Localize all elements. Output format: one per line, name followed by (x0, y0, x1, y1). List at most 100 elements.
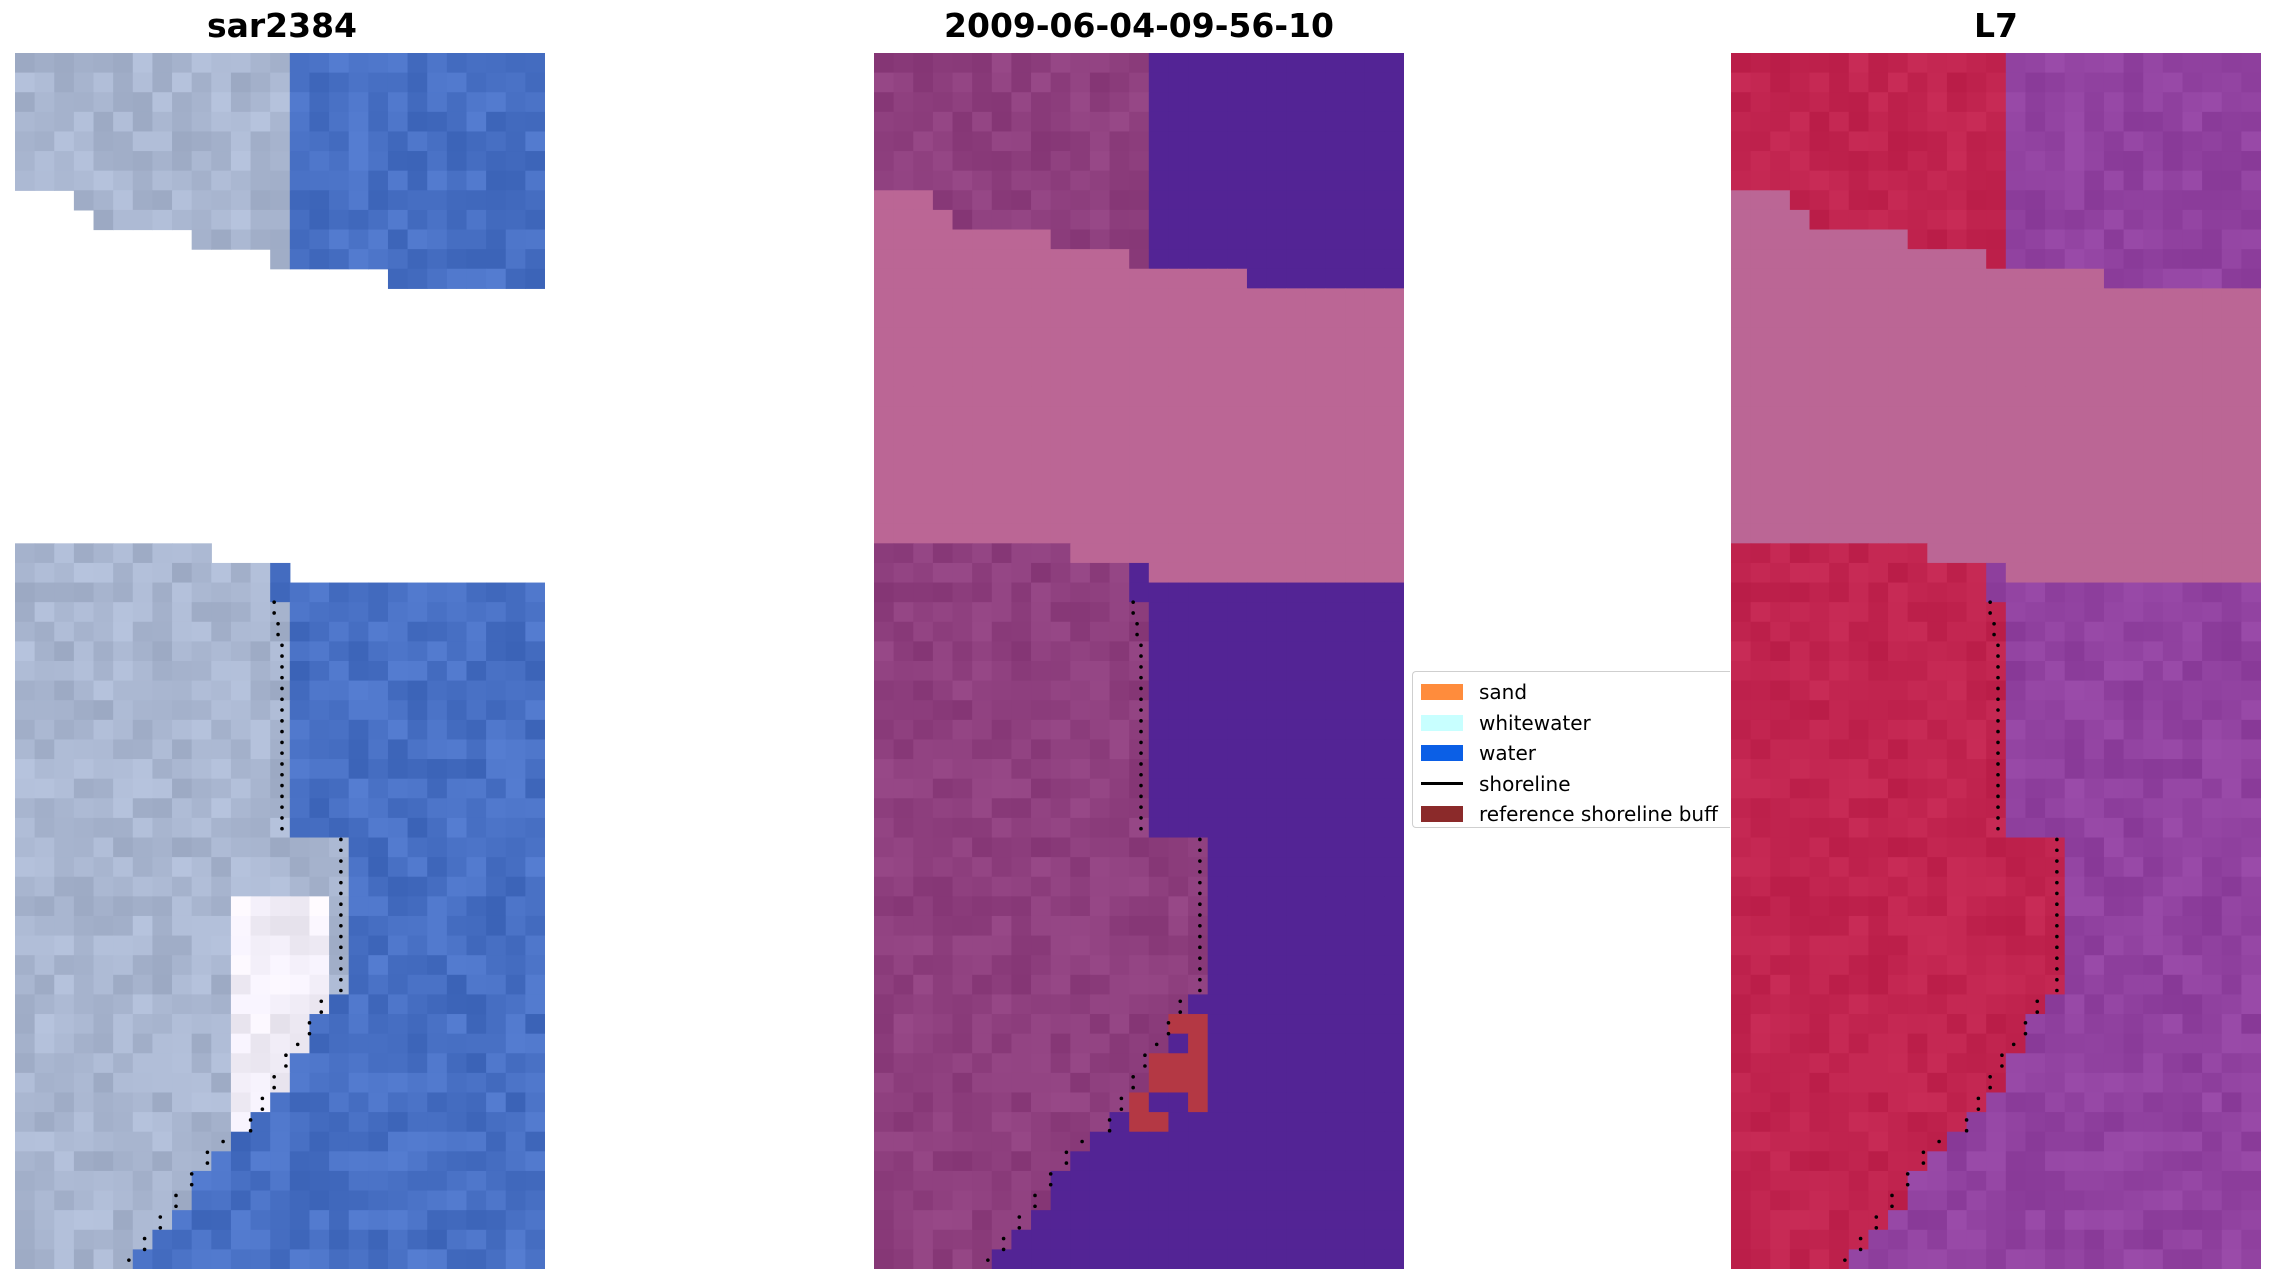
image-pixel (913, 680, 934, 701)
image-pixel (1946, 1092, 1968, 1113)
image-pixel (1168, 621, 1189, 642)
image-pixel (1148, 1170, 1170, 1192)
image-pixel (1188, 327, 1209, 348)
image-pixel (1207, 661, 1228, 682)
image-pixel (191, 151, 212, 172)
image-pixel (2123, 680, 2144, 701)
image-pixel (1266, 778, 1287, 799)
image-pixel (1907, 896, 1928, 917)
image-pixel (1227, 92, 1248, 113)
image-pixel (972, 229, 993, 250)
image-pixel (73, 53, 95, 74)
image-pixel (2241, 523, 2261, 544)
image-pixel (1089, 170, 1111, 191)
image-pixel (427, 915, 448, 937)
shoreline-point (1996, 783, 2000, 788)
image-pixel (1050, 406, 1071, 427)
image-pixel (1266, 857, 1287, 878)
image-pixel (348, 876, 369, 897)
image-pixel (1325, 131, 1346, 152)
image-pixel (2123, 719, 2144, 741)
image-pixel (2143, 778, 2164, 799)
image-pixel (1070, 151, 1091, 172)
image-pixel (932, 229, 954, 250)
image-pixel (972, 484, 993, 505)
image-pixel (1089, 680, 1111, 701)
image-pixel (1148, 876, 1170, 897)
image-pixel (152, 1131, 173, 1152)
image-pixel (2084, 896, 2105, 917)
image-pixel (15, 876, 36, 897)
image-pixel (132, 661, 154, 682)
image-pixel (991, 543, 1013, 564)
image-pixel (191, 1033, 212, 1054)
image-pixel (1966, 680, 1987, 701)
image-pixel (2241, 425, 2261, 446)
image-pixel (893, 1170, 914, 1192)
image-pixel (1207, 523, 1228, 544)
image-pixel (1986, 1053, 2007, 1074)
image-pixel (1031, 857, 1052, 878)
image-pixel (1789, 955, 1811, 976)
image-pixel (2221, 1151, 2242, 1172)
image-pixel (1305, 229, 1327, 250)
image-pixel (34, 1131, 55, 1152)
image-pixel (230, 190, 252, 211)
image-pixel (1089, 641, 1111, 662)
image-pixel (1888, 1229, 1909, 1250)
image-pixel (1050, 1229, 1071, 1250)
image-pixel (1770, 621, 1791, 642)
image-pixel (1246, 935, 1268, 956)
image-pixel (1286, 994, 1307, 1015)
image-pixel (466, 778, 487, 799)
image-pixel (2143, 504, 2164, 525)
image-pixel (1770, 1072, 1791, 1094)
image-pixel (1031, 602, 1052, 623)
image-pixel (309, 209, 330, 231)
image-pixel (1050, 857, 1071, 878)
image-pixel (2025, 406, 2046, 427)
image-pixel (54, 1014, 75, 1035)
image-pixel (172, 974, 193, 996)
image-pixel (15, 1092, 36, 1113)
image-pixel (446, 935, 468, 956)
image-pixel (874, 759, 895, 780)
image-pixel (427, 837, 448, 858)
legend-label: whitewater (1479, 710, 1591, 735)
image-pixel (1888, 915, 1909, 937)
image-pixel (1011, 739, 1032, 760)
image-pixel (1345, 484, 1366, 505)
image-pixel (505, 1131, 526, 1152)
image-pixel (270, 994, 291, 1015)
image-pixel (1050, 268, 1071, 289)
image-pixel (1829, 504, 1850, 525)
image-pixel (2103, 445, 2125, 466)
image-pixel (15, 1112, 36, 1133)
image-pixel (1109, 1249, 1130, 1269)
image-pixel (1089, 366, 1111, 388)
image-pixel (2241, 1249, 2261, 1269)
image-pixel (1011, 661, 1032, 682)
image-pixel (329, 151, 350, 172)
image-pixel (172, 700, 193, 721)
image-pixel (1345, 1033, 1366, 1054)
image-pixel (1305, 1112, 1327, 1133)
image-pixel (172, 209, 193, 231)
image-pixel (54, 1112, 75, 1133)
image-pixel (991, 680, 1013, 701)
image-pixel (387, 739, 409, 760)
image-pixel (1070, 955, 1091, 976)
image-pixel (2045, 1053, 2066, 1074)
image-pixel (972, 739, 993, 760)
shoreline-point (1976, 1096, 1981, 1101)
image-pixel (1305, 425, 1327, 446)
image-pixel (1286, 719, 1307, 741)
image-pixel (15, 915, 36, 937)
image-pixel (15, 170, 36, 191)
image-pixel (1148, 1210, 1170, 1231)
shoreline-point (2000, 1053, 2004, 1058)
image-pixel (73, 1112, 95, 1133)
image-pixel (1829, 1033, 1850, 1054)
image-pixel (2202, 661, 2223, 682)
image-pixel (230, 1249, 252, 1269)
